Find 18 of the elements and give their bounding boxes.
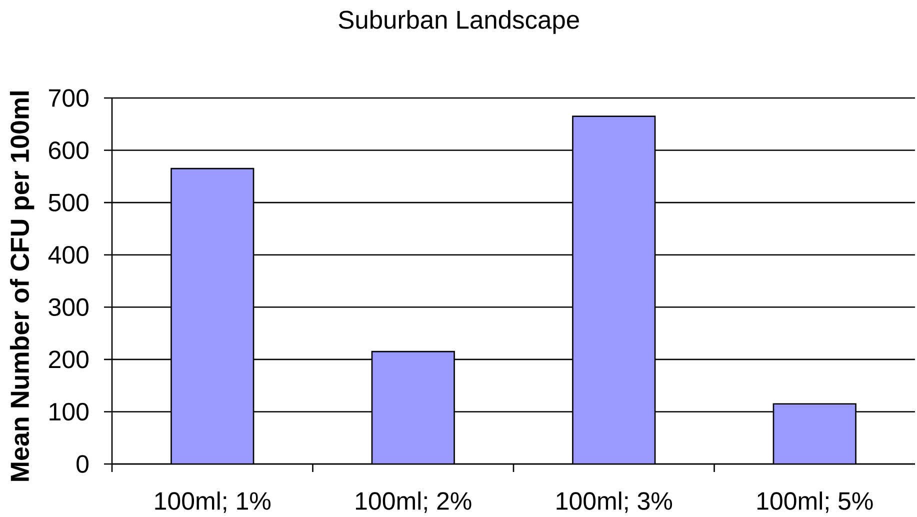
y-tick-label: 700 [49,89,88,107]
x-tick-label: 100ml; 3% [556,492,672,513]
bar [170,168,254,464]
y-tick-label: 100 [50,402,88,421]
bar [572,116,656,464]
x-tick-label: 100ml; 5% [757,492,873,513]
y-tick-label: 600 [49,141,88,160]
y-tick-label: 0 [76,455,88,473]
y-tick-label: 400 [48,246,88,264]
y-tick-label: 300 [48,298,88,316]
y-tick-label: 500 [48,194,88,212]
chart-title: Suburban Landscape [338,10,579,34]
x-tick-label: 100ml; 1% [155,492,271,513]
bar [772,403,856,464]
y-axis-title: Mean Number of CFU per 100ml [10,92,34,481]
bar [371,350,455,464]
x-tick-label: 100ml; 2% [356,492,472,513]
y-tick-label: 200 [49,350,88,368]
